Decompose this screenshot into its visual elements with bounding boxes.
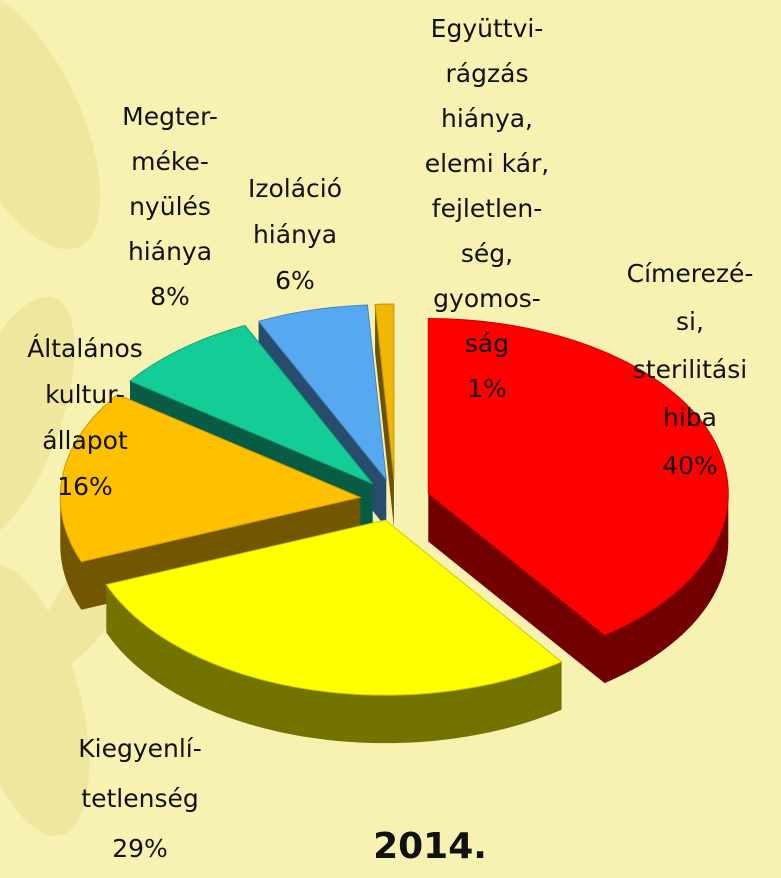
slice-label: méke-	[131, 147, 209, 176]
chart: Címerezé-si, sterilitási hiba 40% Kiegyenlí-…	[0, 0, 781, 878]
value-label: 6%	[275, 266, 315, 295]
slice-label: si,	[676, 307, 704, 336]
slice-label: Címerezé-	[627, 259, 754, 288]
slice-label: hiba	[663, 403, 717, 432]
slice-label: elemi kár,	[425, 149, 550, 178]
slice-label: Izoláció	[248, 174, 342, 203]
slice-label: hiánya	[253, 220, 337, 249]
value-label: 1%	[467, 374, 507, 403]
slice-label: Általános	[27, 334, 143, 363]
slice-label: fejletlen-	[432, 194, 542, 223]
slice-label: Megter-	[122, 102, 218, 131]
slice-label: tetlenség	[81, 784, 198, 813]
slice-label: ség,	[461, 239, 513, 268]
slice-label: nyülés	[129, 192, 211, 221]
slice-label: gyomos-	[433, 284, 541, 313]
slice-label: Együttvi-	[431, 14, 544, 43]
value-label: 29%	[112, 834, 168, 863]
slice-label: hiánya,	[441, 104, 533, 133]
slice-label: állapot	[42, 426, 128, 455]
value-label: 8%	[150, 282, 190, 311]
value-label: 40%	[662, 451, 718, 480]
slice-label: hiánya	[128, 237, 212, 266]
slice-label: rágzás	[446, 59, 529, 88]
chart-title: 2014.	[373, 826, 487, 867]
slice-label: sterilitási	[633, 355, 747, 384]
slice-label: Kiegyenlí-	[78, 734, 202, 763]
value-label: 16%	[57, 472, 113, 501]
slice-label: kultur-	[45, 380, 125, 409]
slice-label: ság	[465, 329, 509, 358]
